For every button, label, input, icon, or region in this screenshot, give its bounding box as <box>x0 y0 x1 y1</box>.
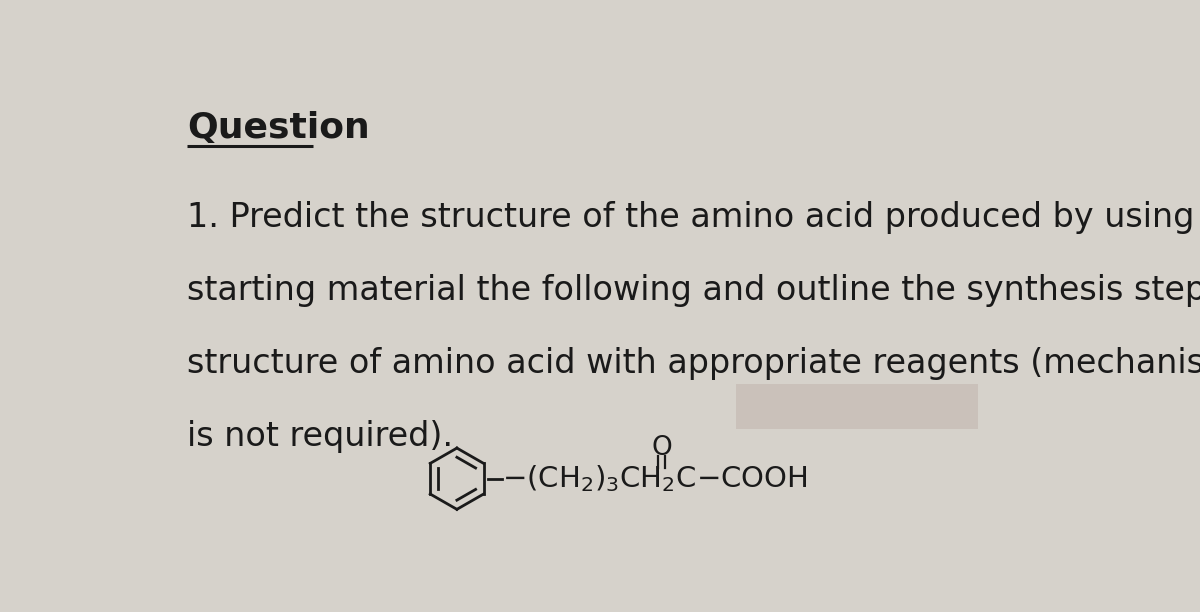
Text: Question: Question <box>187 111 370 145</box>
Text: $\mathsf{-(CH_2)_3CH_2C{-}COOH}$: $\mathsf{-(CH_2)_3CH_2C{-}COOH}$ <box>502 463 808 494</box>
Text: starting material the following and outline the synthesis steps: starting material the following and outl… <box>187 274 1200 307</box>
Text: is not required).: is not required). <box>187 420 454 453</box>
Text: $\mathsf{O}$: $\mathsf{O}$ <box>652 435 672 461</box>
Bar <box>736 384 978 429</box>
Text: 1. Predict the structure of the amino acid produced by using the: 1. Predict the structure of the amino ac… <box>187 201 1200 234</box>
Text: structure of amino acid with appropriate reagents (mechanism: structure of amino acid with appropriate… <box>187 347 1200 380</box>
